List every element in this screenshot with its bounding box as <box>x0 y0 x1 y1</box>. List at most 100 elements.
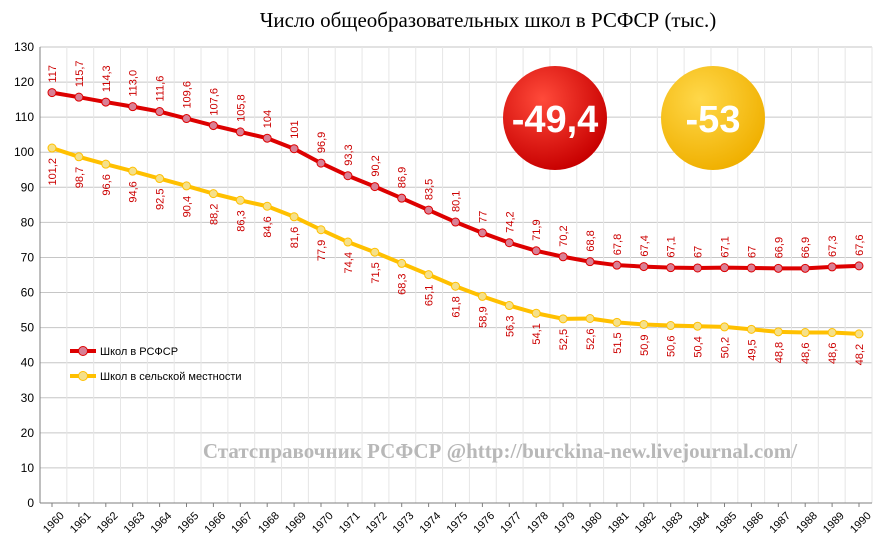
series-1-point-1978 <box>531 246 541 256</box>
series-1-point-1967 <box>235 127 245 137</box>
series-2-label-1981: 51,5 <box>612 332 624 353</box>
series-2-point-1966 <box>208 189 218 199</box>
legend-marker-series-2 <box>78 371 88 381</box>
series-1-label-1977: 74,2 <box>504 211 516 232</box>
y-tick-label-0: 0 <box>27 496 34 510</box>
series-2-label-1975: 61,8 <box>451 296 463 317</box>
series-2-label-1979: 52,5 <box>558 329 570 350</box>
y-tick-label-70: 70 <box>21 250 35 264</box>
series-2-label-1977: 56,3 <box>504 316 516 337</box>
series-2-label-1973: 68,3 <box>397 273 409 294</box>
series-1-label-1985: 67,1 <box>720 236 732 257</box>
series-2-label-1968: 84,6 <box>262 216 274 237</box>
series-1-label-1968: 104 <box>262 110 274 128</box>
series-1-label-1983: 67,1 <box>666 236 678 257</box>
series-2-label-1984: 50,4 <box>693 336 705 357</box>
series-1-label-1963: 113,0 <box>128 70 140 97</box>
series-1-label-1975: 80,1 <box>451 191 463 212</box>
series-1-point-1966 <box>208 121 218 131</box>
series-1-label-1969: 101 <box>289 120 301 138</box>
series-2-label-1961: 98,7 <box>74 167 86 188</box>
series-1-label-1973: 86,9 <box>397 167 409 188</box>
series-2-point-1978 <box>531 308 541 318</box>
series-2-point-1972 <box>370 247 380 257</box>
series-2-label-1990: 48,2 <box>854 344 866 365</box>
series-2-label-1970: 77,9 <box>316 240 328 261</box>
series-1-point-1986 <box>746 263 756 273</box>
series-1-label-1971: 93,3 <box>343 144 355 165</box>
series-2-label-1963: 94,6 <box>128 181 140 202</box>
badge-red: -49,4 <box>503 66 607 170</box>
series-1-point-1984 <box>693 263 703 273</box>
x-tick-label-1987: 1987 <box>767 510 793 536</box>
series-2-point-1976 <box>477 291 487 301</box>
series-1-point-1970 <box>316 158 326 168</box>
series-1-label-1960: 117 <box>47 65 59 83</box>
x-tick-label-1964: 1964 <box>149 510 175 536</box>
series-2-label-1967: 86,3 <box>235 210 247 231</box>
series-2-point-1964 <box>155 174 165 184</box>
x-tick-label-1972: 1972 <box>364 510 390 536</box>
series-2-point-1968 <box>262 201 272 211</box>
x-tick-label-1960: 1960 <box>41 510 67 536</box>
y-tick-label-130: 130 <box>14 40 34 54</box>
series-2-label-1962: 96,6 <box>101 174 113 195</box>
x-tick-label-1973: 1973 <box>391 510 417 536</box>
series-1-point-1960 <box>47 88 57 98</box>
series-2-point-1977 <box>504 301 514 311</box>
x-tick-label-1990: 1990 <box>848 510 874 536</box>
series-1-label-1980: 68,8 <box>585 230 597 251</box>
series-2-label-1972: 71,5 <box>370 262 382 283</box>
series-1-point-1983 <box>666 263 676 273</box>
series-1-label-1974: 83,5 <box>424 179 436 200</box>
series-2-point-1986 <box>746 324 756 334</box>
series-1-point-1977 <box>504 238 514 248</box>
series-2-point-1989 <box>827 328 837 338</box>
series-2-label-1982: 50,9 <box>639 334 651 355</box>
badge-yellow: -53 <box>661 66 765 170</box>
x-tick-label-1963: 1963 <box>122 510 148 536</box>
series-1-point-1971 <box>343 171 353 181</box>
series-1-point-1973 <box>397 193 407 203</box>
x-tick-label-1967: 1967 <box>229 510 255 536</box>
x-tick-label-1976: 1976 <box>471 510 497 536</box>
series-2-point-1984 <box>693 321 703 331</box>
series-1-point-1965 <box>182 114 191 124</box>
series-1-label-1964: 111,6 <box>155 76 167 102</box>
x-tick-label-1989: 1989 <box>821 510 847 536</box>
legend-label-series-2: Школ в сельской местности <box>100 371 242 383</box>
series-2-label-1987: 48,8 <box>773 342 785 363</box>
legend-marker-series-1 <box>78 346 88 356</box>
series-2-point-1988 <box>800 328 810 338</box>
series-2-point-1965 <box>182 181 191 191</box>
series-2-point-1961 <box>74 152 84 162</box>
series-2-point-1982 <box>639 319 649 329</box>
series-1-point-1974 <box>424 205 434 215</box>
x-tick-label-1978: 1978 <box>525 510 551 536</box>
series-2-point-1962 <box>101 159 111 169</box>
series-2-point-1979 <box>558 314 568 324</box>
y-tick-label-120: 120 <box>14 75 34 89</box>
series-1-point-1972 <box>370 182 380 192</box>
series-2-label-1969: 81,6 <box>289 227 301 248</box>
y-tick-label-40: 40 <box>21 356 35 370</box>
x-tick-label-1971: 1971 <box>337 510 363 536</box>
x-tick-label-1974: 1974 <box>418 510 444 536</box>
y-tick-label-10: 10 <box>21 461 35 475</box>
x-tick-label-1977: 1977 <box>498 510 524 536</box>
series-2-label-1980: 52,6 <box>585 328 597 349</box>
x-tick-label-1962: 1962 <box>95 510 121 536</box>
series-1-label-1967: 105,8 <box>235 94 247 122</box>
y-tick-label-90: 90 <box>21 180 35 194</box>
x-tick-label-1968: 1968 <box>256 510 282 536</box>
series-1-label-1961: 115,7 <box>74 60 86 87</box>
series-1-point-1961 <box>74 92 84 102</box>
series-1-label-1982: 67,4 <box>639 235 651 256</box>
series-1-point-1989 <box>827 262 837 272</box>
series-1-label-1979: 70,2 <box>558 225 570 246</box>
series-1-label-1970: 96,9 <box>316 132 328 153</box>
series-2-point-1970 <box>316 225 326 235</box>
series-2-point-1990 <box>854 329 864 339</box>
